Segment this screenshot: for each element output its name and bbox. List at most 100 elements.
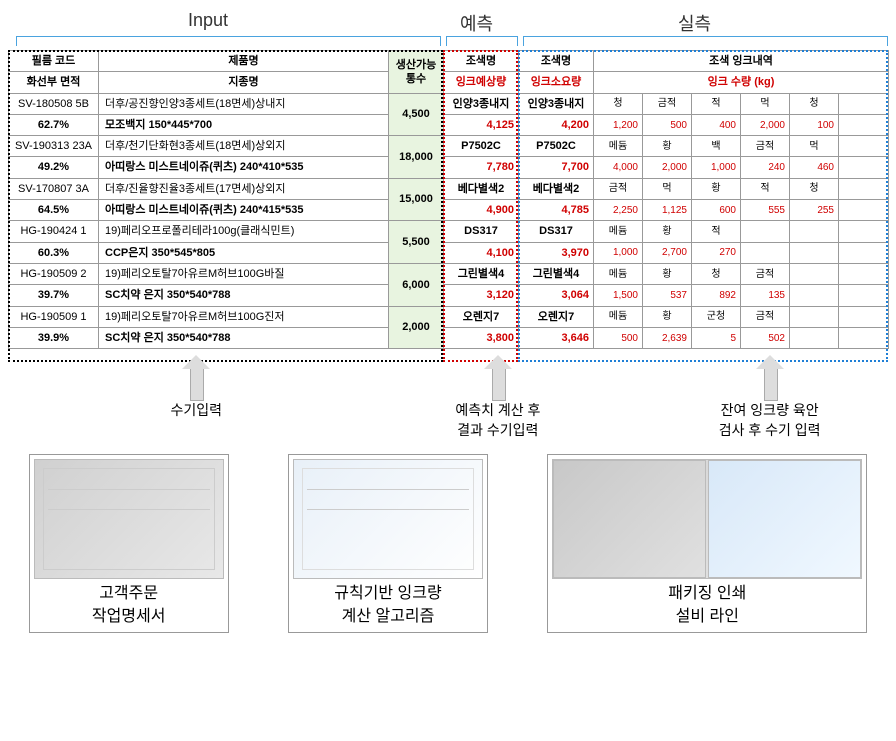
cell: CCP은지 350*545*805 [99, 242, 389, 263]
ink-label-cell: 백 [692, 136, 741, 157]
ink-value-cell: 135 [741, 285, 790, 306]
ink-value-cell: 892 [692, 285, 741, 306]
ink-value-cell: 2,639 [643, 327, 692, 348]
ink-value-cell: 500 [643, 114, 692, 135]
cell: DS317 [444, 221, 519, 242]
ink-value-cell: 1,000 [692, 157, 741, 178]
cell: 더후/진율향진율3종세트(17면세)상외지 [99, 178, 389, 199]
table-row: 49.2%아띠랑스 미스트네이쥬(퀴츠) 240*410*5357,7807,7… [9, 157, 889, 178]
caption-algo: 규칙기반 잉크량 계산 알고리즘 [334, 583, 442, 628]
cell: 더후/천기단화현3종세트(18면세)상외지 [99, 136, 389, 157]
cell: SV-190313 23A [9, 136, 99, 157]
ink-label-cell: 적 [741, 178, 790, 199]
ink-label-cell: 금적 [594, 178, 643, 199]
ink-label-cell: 황 [692, 178, 741, 199]
ink-value-cell [741, 242, 790, 263]
table-row: HG-190509 219)페리오토탈7아유르M허브100G바질6,000그린별… [9, 263, 889, 284]
cell: SC치약 은지 350*540*788 [99, 285, 389, 306]
cell: SV-170807 3A [9, 178, 99, 199]
cell: P7502C [519, 136, 594, 157]
cell: 4,200 [519, 114, 594, 135]
cell: 19)페리오토탈7아유르M허브100G진저 [99, 306, 389, 327]
cell: 3,646 [519, 327, 594, 348]
ink-label-cell: 청 [594, 93, 643, 114]
bracket-input [16, 36, 441, 46]
ink-value-cell: 1,500 [594, 285, 643, 306]
arrow-row: 수기입력 예측치 계산 후 결과 수기입력 잔여 잉크량 육안 검사 후 수기 … [8, 355, 888, 440]
th-area: 화선부 면적 [9, 72, 99, 93]
ink-label-cell: 청 [790, 178, 839, 199]
cell: 오렌지7 [519, 306, 594, 327]
cell: 4,125 [444, 114, 519, 135]
cell: 모조백지 150*445*700 [99, 114, 389, 135]
ink-label-cell [839, 93, 889, 114]
label-meas: 실측 [678, 10, 711, 36]
ink-value-cell: 2,000 [643, 157, 692, 178]
label-pred: 예측 [460, 10, 493, 36]
cell: 49.2% [9, 157, 99, 178]
ink-value-cell [839, 157, 889, 178]
caption-line: 패키징 인쇄 설비 라인 [668, 583, 746, 628]
th-capacity: 생산가능 통수 [389, 51, 444, 94]
bracket-pred [446, 36, 518, 46]
ink-label-cell [839, 306, 889, 327]
ink-label-cell: 적 [692, 93, 741, 114]
cell: 62.7% [9, 114, 99, 135]
cell: 그린별색4 [444, 263, 519, 284]
th-film-code: 필름 코드 [9, 51, 99, 72]
cell: 39.7% [9, 285, 99, 306]
cell: 3,970 [519, 242, 594, 263]
cell: SC치약 은지 350*540*788 [99, 327, 389, 348]
ink-value-cell: 600 [692, 200, 741, 221]
th-meas-name: 조색명 [519, 51, 594, 72]
cell: HG-190509 1 [9, 306, 99, 327]
th-paper: 지종명 [99, 72, 389, 93]
cell: 39.9% [9, 327, 99, 348]
cell: 3,800 [444, 327, 519, 348]
ink-label-cell [839, 263, 889, 284]
cell: 7,700 [519, 157, 594, 178]
ink-label-cell: 먹 [790, 136, 839, 157]
table-row: SV-170807 3A더후/진율향진율3종세트(17면세)상외지15,000베… [9, 178, 889, 199]
ink-label-cell [741, 221, 790, 242]
cell: 4,785 [519, 200, 594, 221]
table-row: HG-190424 119)페리오프로폴리테라100g(클래식민트)5,500D… [9, 221, 889, 242]
th-ink-detail: 조색 잉크내역 [594, 51, 889, 72]
cell: 베다별색2 [519, 178, 594, 199]
cell: 4,100 [444, 242, 519, 263]
ink-value-cell [839, 114, 889, 135]
ink-value-cell: 537 [643, 285, 692, 306]
arrow-pred-text: 예측치 계산 후 결과 수기입력 [455, 401, 540, 440]
bottom-row: 고객주문 작업명세서 규칙기반 잉크량 계산 알고리즘 패키징 인쇄 설비 라인 [8, 454, 888, 633]
arrow-meas-icon [750, 355, 790, 399]
ink-label-cell: 황 [643, 221, 692, 242]
table-row: SV-190313 23A더후/천기단화현3종세트(18면세)상외지18,000… [9, 136, 889, 157]
photo-line [552, 459, 862, 579]
ink-label-cell: 황 [643, 136, 692, 157]
bracket-meas [523, 36, 888, 46]
ink-value-cell [839, 285, 889, 306]
cell: 7,780 [444, 157, 519, 178]
ink-value-cell: 1,000 [594, 242, 643, 263]
ink-value-cell: 100 [790, 114, 839, 135]
cell: DS317 [519, 221, 594, 242]
ink-value-cell: 555 [741, 200, 790, 221]
ink-label-cell: 금적 [741, 136, 790, 157]
ink-label-cell [839, 221, 889, 242]
box-order: 고객주문 작업명세서 [29, 454, 229, 633]
table-row: 64.5%아띠랑스 미스트네이쥬(퀴츠) 240*415*5354,9004,7… [9, 200, 889, 221]
ink-value-cell [790, 327, 839, 348]
ink-value-cell: 460 [790, 157, 839, 178]
th-meas-amt: 잉크소요량 [519, 72, 594, 93]
data-table-wrap: 필름 코드 제품명 생산가능 통수 조색명 조색명 조색 잉크내역 화선부 면적… [8, 50, 888, 349]
ink-value-cell: 240 [741, 157, 790, 178]
photo-order [34, 459, 224, 579]
table-row: 60.3%CCP은지 350*545*8054,1003,9701,0002,7… [9, 242, 889, 263]
ink-value-cell: 502 [741, 327, 790, 348]
cell: 인양3종내지 [444, 93, 519, 114]
ink-label-cell: 먹 [741, 93, 790, 114]
ink-value-cell [839, 200, 889, 221]
ink-value-cell: 2,700 [643, 242, 692, 263]
box-algo: 규칙기반 잉크량 계산 알고리즘 [288, 454, 488, 633]
label-input: Input [188, 10, 228, 31]
